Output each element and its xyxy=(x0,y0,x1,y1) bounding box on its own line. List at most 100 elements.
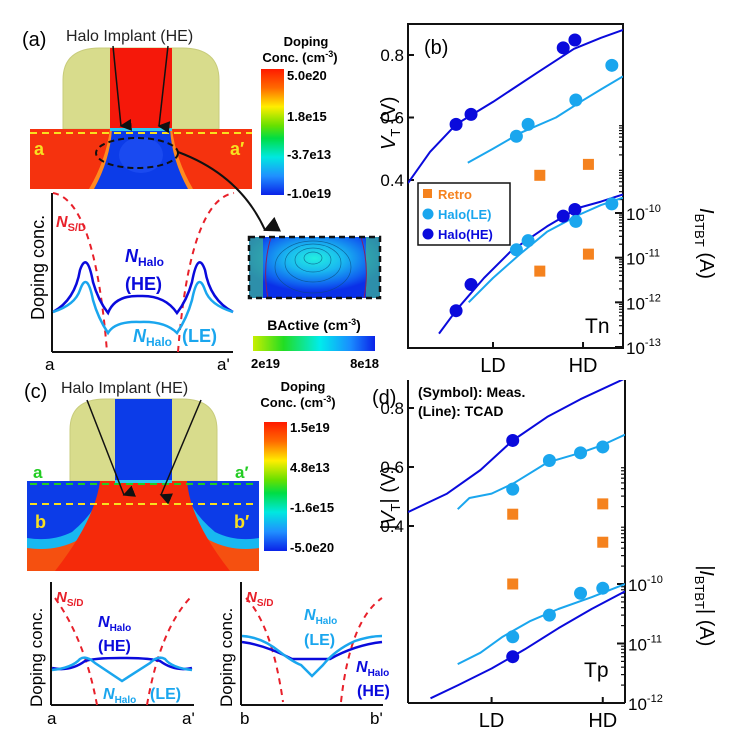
profile-ca-ylabel: Doping conc. xyxy=(27,608,46,707)
colorbar-c-title-2: Conc. (cm-3) xyxy=(260,394,335,410)
inset-colorbar-title: BActive (cm-3) xyxy=(267,317,361,333)
ibtbt-point-retro xyxy=(534,265,546,277)
profile-a-ylabel: Doping conc. xyxy=(28,215,48,320)
nhalo-he-curve xyxy=(51,656,193,671)
halo-inset: BActive (cm-3) 2e19 8e18 xyxy=(247,235,382,371)
vt-point-halo-he xyxy=(464,107,478,121)
panel-c-tag: (c) xyxy=(24,381,47,403)
chart-d-lines xyxy=(408,380,625,700)
ibtbt-line-halo-le xyxy=(457,583,625,665)
chart-b-ylabel-right: IBTBT (A) xyxy=(692,208,717,279)
nsd-curve-left xyxy=(52,192,108,353)
implant-arrow-left xyxy=(86,399,136,497)
y-right-tick-label: 10-10 xyxy=(628,574,663,595)
colorbar-a-tick: -1.0e19 xyxy=(287,186,331,201)
ibtbt-point-halo-le xyxy=(569,214,583,228)
y-left-tick-label: 0.8 xyxy=(380,399,404,418)
colorbar-a-tick: -3.7e13 xyxy=(287,147,331,162)
ibtbt-point-halo-he xyxy=(568,202,582,216)
vt-point-halo-le xyxy=(569,93,583,107)
profile-a: Doping conc. a a' NS/D NHalo (HE) NHalo … xyxy=(28,192,235,374)
x-tick-label-hd: HD xyxy=(588,710,617,732)
y-right-tick-label: 10-12 xyxy=(626,292,661,313)
vt-line-halo-he xyxy=(408,29,623,184)
vt-point-retro xyxy=(507,508,519,520)
vt-point-halo-le xyxy=(506,482,520,496)
ibtbt-point-halo-he xyxy=(556,209,570,223)
nhalo-he-label: NHalo xyxy=(125,246,164,269)
nhalo-le-tag: (LE) xyxy=(304,632,335,649)
y-left-tick-label: 0.6 xyxy=(380,458,404,477)
colorbar-c-tick: -5.0e20 xyxy=(290,540,334,555)
x-tick-label-hd: HD xyxy=(569,355,598,377)
nsd-curve-left xyxy=(54,597,98,706)
chart-b-ylabel-left: VT (V) xyxy=(378,96,403,150)
ibtbt-point-halo-he xyxy=(464,278,478,292)
drain-region xyxy=(186,481,259,540)
nhalo-he-curve xyxy=(241,640,383,661)
nsd-curve-right xyxy=(177,192,235,353)
x-tick-label-ld: LD xyxy=(479,710,505,732)
ibtbt-point-retro xyxy=(507,578,519,590)
x-tick-label-ld: LD xyxy=(480,355,506,377)
ibtbt-point-halo-he xyxy=(449,304,463,318)
vt-point-halo-he xyxy=(568,33,582,47)
inset-border xyxy=(247,235,382,300)
vt-point-retro xyxy=(534,169,546,181)
colorbar-c-tick: 4.8e13 xyxy=(290,460,330,475)
chart-b: (b) Tn VT (V) IBTBT (A) LD HD 0.4 0.6 0.8 10-… xyxy=(378,23,717,377)
implant-arrow-left xyxy=(112,45,133,131)
vt-point-halo-le xyxy=(596,440,610,454)
inset-colorbar-gradient xyxy=(253,336,375,351)
chart-b-title: (b) xyxy=(424,37,448,59)
nsd-curve-left xyxy=(245,597,284,703)
panel-a: (a) Halo Implant (HE) a a′ Doping Conc. … xyxy=(22,28,382,374)
profile-c-a: Doping conc. a a' NS/D NHalo (HE) NHalo … xyxy=(27,582,195,728)
implant-arrow-right xyxy=(159,399,202,505)
profile-a-xright: a' xyxy=(217,355,230,374)
chart-b-legend: Retro Halo(LE) Halo(HE) xyxy=(417,182,511,246)
y-left-tick-label: 0.6 xyxy=(380,109,404,128)
colorbar-c-tick: 1.5e19 xyxy=(290,420,330,435)
nhalo-le-label: NHalo xyxy=(133,326,172,349)
profile-ca-xleft: a xyxy=(47,709,57,728)
y-left-tick-label: 0.8 xyxy=(380,46,404,65)
nsd-label: NS/D xyxy=(246,589,274,609)
profile-cb-xleft: b xyxy=(240,709,249,728)
pmos-device-cross-section: a a′ b b′ xyxy=(27,398,259,571)
legend-label-halo-he: Halo(HE) xyxy=(438,227,493,242)
halo-core xyxy=(119,137,163,173)
chart-d-note-1: (Symbol): Meas. xyxy=(418,384,525,400)
colorbar-a-title-1: Doping xyxy=(284,34,329,49)
nhalo-he-label: NHalo xyxy=(356,659,389,679)
gate-electrode xyxy=(115,399,172,481)
chart-d-points xyxy=(506,433,610,664)
chart-b-annotation: Tn xyxy=(585,315,610,338)
nhalo-le-curve xyxy=(241,634,383,678)
nhalo-le-tag: (LE) xyxy=(150,686,181,703)
nhalo-he-curve xyxy=(52,261,234,316)
y-left-tick-label: 0.4 xyxy=(380,517,404,536)
cut-label-a-prime: a′ xyxy=(235,463,249,482)
legend-marker-retro xyxy=(423,189,432,198)
colorbar-a: Doping Conc. (cm-3) 5.0e20 1.8e15 -3.7e1… xyxy=(261,34,338,201)
chart-d-ylabel-right: |IBTBT| (A) xyxy=(692,565,717,646)
vt-point-halo-le xyxy=(542,454,556,468)
legend-marker-halo-le xyxy=(422,208,434,220)
vt-point-halo-he xyxy=(449,117,463,131)
inset-pointer-arrow xyxy=(177,151,282,232)
chart-d-ylabel-left: |VT| (V) xyxy=(378,466,403,530)
colorbar-c-gradient xyxy=(264,422,287,551)
ibtbt-line-halo-he xyxy=(430,590,625,700)
ibtbt-point-halo-le xyxy=(521,234,535,248)
cut-label-a: a xyxy=(33,463,43,482)
inset-junction-right xyxy=(360,236,367,299)
nsd-label: NS/D xyxy=(56,214,86,234)
nhalo-he-label: NHalo xyxy=(98,614,131,634)
y-right-tick-label: 10-13 xyxy=(626,337,661,358)
profile-cb-xright: b' xyxy=(370,709,383,728)
legend-marker-halo-he xyxy=(422,228,434,240)
chart-d-note-2: (Line): TCAD xyxy=(418,403,504,419)
y-right-tick-label: 10-11 xyxy=(626,248,660,269)
